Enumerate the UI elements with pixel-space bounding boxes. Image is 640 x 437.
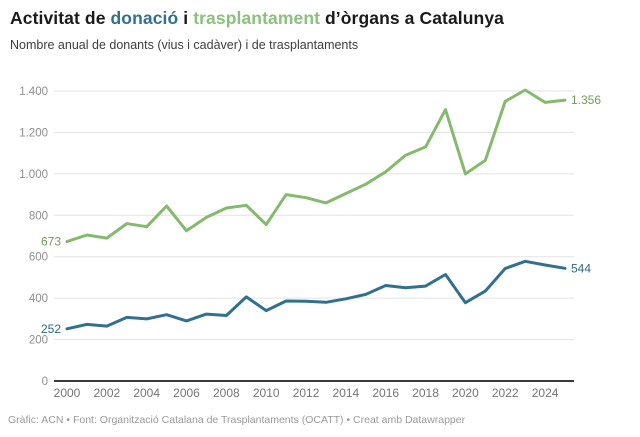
title-part-0: Activitat de xyxy=(10,8,111,28)
donors-line xyxy=(65,259,567,331)
x-axis-tick-label: 2000 xyxy=(54,386,81,400)
donors-start-value-label: 252 xyxy=(41,322,61,336)
x-axis-tick-label: 2022 xyxy=(492,386,519,400)
x-axis-tick-label: 2008 xyxy=(213,386,240,400)
transplants-end-value-label: 1.356 xyxy=(571,93,601,107)
y-axis-tick-label: 200 xyxy=(29,335,48,347)
x-axis-tick-label: 2006 xyxy=(173,386,200,400)
y-axis-tick-label: 1.000 xyxy=(19,169,48,181)
y-axis-tick-label: 1.400 xyxy=(19,86,48,98)
title-part-2: i xyxy=(178,8,194,28)
title-part-3: trasplantament xyxy=(193,8,321,28)
x-axis-tick-label: 2024 xyxy=(532,386,559,400)
y-axis-tick-label: 400 xyxy=(29,293,48,305)
x-axis-tick-label: 2018 xyxy=(412,386,439,400)
x-axis-tick-label: 2012 xyxy=(293,386,320,400)
transplants-line xyxy=(65,88,567,244)
x-axis-tick-label: 2002 xyxy=(93,386,120,400)
y-axis-tick-label: 1.200 xyxy=(19,127,48,139)
x-axis-tick-label: 2020 xyxy=(452,386,479,400)
attribution-footer: Gràfic: ACN • Font: Organització Catalan… xyxy=(8,414,466,426)
y-axis-tick-label: 800 xyxy=(29,210,48,222)
title-part-1: donació xyxy=(110,8,179,28)
y-axis-tick-label: 600 xyxy=(29,252,48,264)
x-axis-tick-label: 2004 xyxy=(133,386,160,400)
x-axis-tick-label: 2014 xyxy=(333,386,360,400)
y-axis-tick-label: 0 xyxy=(42,376,48,388)
page-title: Activitat de donació i trasplantament d’… xyxy=(10,8,504,29)
transplants-start-value-label: 673 xyxy=(41,235,61,249)
donors-end-value-label: 544 xyxy=(571,261,591,275)
chart-subtitle: Nombre anual de donants (vius i cadàver)… xyxy=(10,38,359,52)
x-axis-tick-label: 2016 xyxy=(372,386,399,400)
x-axis-tick-label: 2010 xyxy=(253,386,280,400)
title-part-4: d’òrgans a Catalunya xyxy=(320,8,504,28)
